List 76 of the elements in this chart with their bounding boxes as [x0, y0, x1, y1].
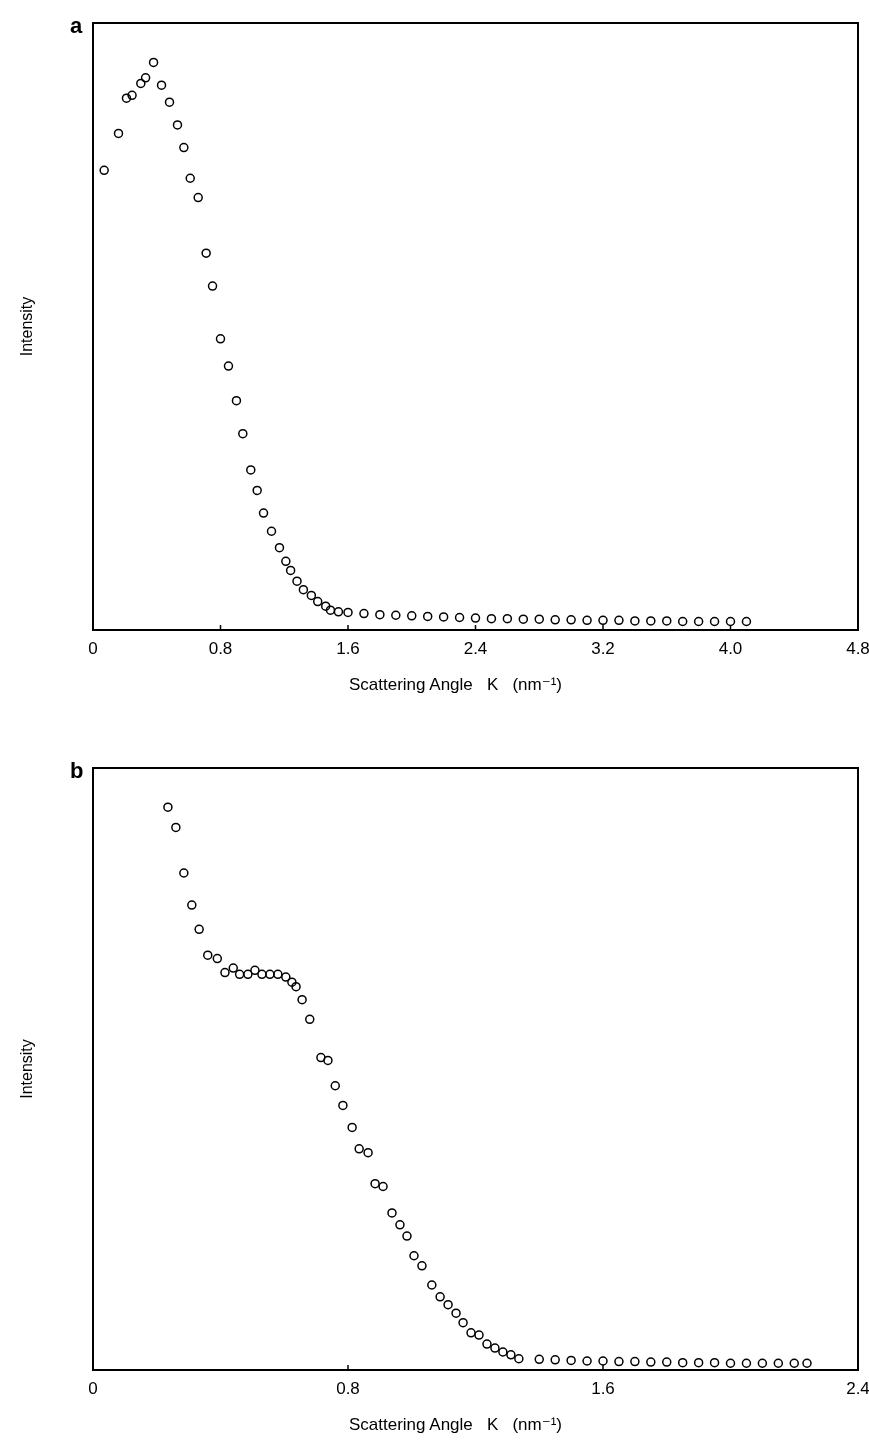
point — [127, 90, 137, 101]
point — [662, 616, 672, 626]
x-tick-label: 4.8 — [846, 639, 869, 658]
point — [140, 73, 151, 83]
point — [193, 192, 203, 203]
x-tick-label: 0 — [88, 1379, 98, 1398]
point — [518, 614, 529, 624]
point — [215, 334, 226, 344]
point — [391, 610, 401, 620]
point — [725, 616, 736, 627]
point — [281, 556, 291, 567]
x-tick-label: 3.2 — [591, 639, 615, 658]
point — [320, 601, 331, 611]
x-tick-label: 4.0 — [718, 639, 743, 658]
x-tick-label: 2.4 — [846, 1379, 869, 1398]
point — [266, 526, 277, 536]
point — [292, 576, 302, 586]
point — [741, 616, 752, 627]
chart-title: a — [70, 13, 83, 38]
point — [238, 428, 248, 439]
x-tick-label: 1.6 — [591, 1379, 615, 1398]
x-axis-title: Scattering Angle K (nm⁻¹) — [348, 675, 563, 694]
point — [185, 173, 195, 183]
point — [534, 614, 544, 624]
x-axis-title: Scattering Angle K (nm⁻¹) — [348, 1415, 563, 1434]
point — [121, 93, 132, 103]
x-tick-label: 2.4 — [463, 639, 488, 658]
point — [136, 78, 146, 89]
point — [246, 465, 256, 475]
point — [172, 120, 183, 130]
point — [231, 395, 242, 406]
point — [438, 612, 449, 622]
point — [454, 612, 465, 623]
point — [156, 80, 167, 90]
point — [566, 615, 576, 625]
point — [709, 616, 720, 627]
x-tick-label: 1.6 — [336, 639, 360, 658]
point — [325, 605, 336, 615]
point — [113, 128, 124, 139]
point — [223, 361, 234, 371]
y-axis-title: Intensity — [18, 296, 35, 357]
point — [407, 611, 417, 621]
point — [582, 615, 592, 626]
point — [285, 565, 296, 576]
point — [630, 616, 640, 626]
point — [343, 607, 353, 618]
point — [375, 609, 385, 620]
point — [148, 57, 159, 68]
point — [693, 616, 704, 627]
point — [201, 248, 211, 258]
point — [207, 281, 218, 291]
point — [502, 613, 513, 624]
chart-title: b — [70, 758, 84, 783]
point — [614, 615, 624, 626]
point — [298, 584, 309, 595]
point — [99, 165, 109, 176]
point — [179, 142, 189, 153]
point — [677, 616, 688, 627]
y-axis-title: Intensity — [18, 1039, 35, 1099]
x-tick-label: 0.8 — [336, 1379, 360, 1398]
point — [306, 590, 317, 601]
point — [359, 608, 369, 619]
point — [470, 613, 481, 623]
point — [422, 611, 433, 622]
point — [312, 596, 323, 607]
x-tick-label: 0.8 — [208, 639, 233, 658]
point — [333, 607, 344, 617]
x-tick-label: 0 — [88, 639, 98, 658]
point — [550, 615, 560, 625]
point — [252, 485, 262, 496]
point — [258, 508, 269, 518]
point — [646, 616, 656, 626]
point — [164, 97, 175, 107]
point — [486, 613, 497, 624]
point — [274, 542, 285, 553]
point — [598, 615, 608, 626]
